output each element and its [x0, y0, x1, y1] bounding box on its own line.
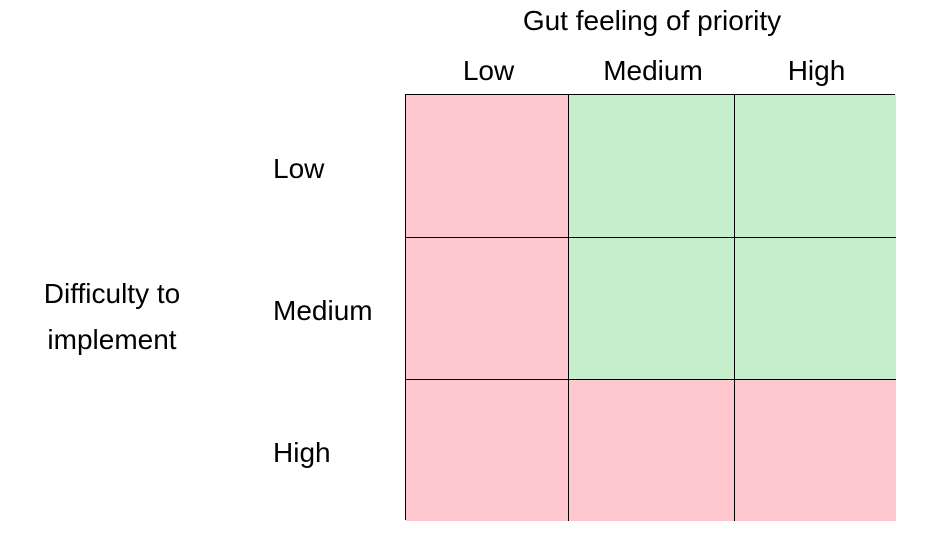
matrix-cell-low-low — [406, 95, 569, 238]
matrix-cell-low-high — [735, 95, 896, 238]
row-label-high: High — [273, 437, 331, 468]
column-label-medium: Medium — [603, 55, 703, 86]
column-axis-title: Gut feeling of priority — [522, 5, 782, 36]
matrix-cell-medium-medium — [569, 238, 735, 380]
priority-matrix — [405, 94, 896, 521]
row-axis-title-line-1: Difficulty to — [43, 278, 181, 309]
row-label-low: Low — [273, 153, 325, 184]
matrix-cell-high-high — [735, 380, 896, 521]
row-axis-title-line-2: implement — [47, 324, 177, 355]
matrix-cell-medium-low — [406, 238, 569, 380]
column-label-high: High — [787, 55, 846, 86]
matrix-cell-high-low — [406, 380, 569, 521]
matrix-cell-high-medium — [569, 380, 735, 521]
matrix-cell-medium-high — [735, 238, 896, 380]
matrix-cell-low-medium — [569, 95, 735, 238]
row-label-medium: Medium — [273, 295, 373, 326]
column-label-low: Low — [462, 55, 515, 86]
row-axis-title: Difficulty to implement — [12, 271, 212, 363]
